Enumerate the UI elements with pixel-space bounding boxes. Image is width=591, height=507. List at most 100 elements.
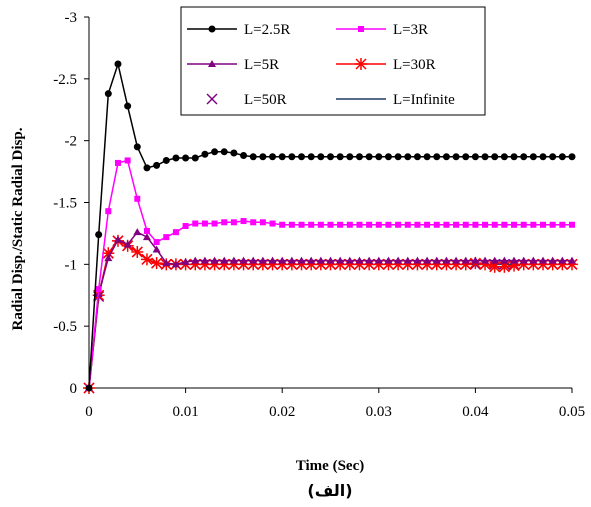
- legend-item: L=2.5R: [187, 22, 290, 38]
- data-point: [358, 26, 364, 32]
- series-l-5r: [85, 228, 576, 391]
- series-l-2.5r: [85, 60, 576, 392]
- data-point: [259, 219, 266, 226]
- data-point: [200, 256, 209, 264]
- legend: L=2.5R L=3R L=5R L=30R L=50R L=Infinite: [180, 6, 486, 116]
- data-point: [461, 256, 470, 264]
- data-point: [163, 234, 170, 241]
- data-point: [308, 221, 315, 228]
- x-tick-label: 0.05: [559, 404, 585, 420]
- data-point: [240, 152, 248, 160]
- data-point: [85, 384, 93, 392]
- data-point: [404, 221, 411, 228]
- y-tick-label: -3: [65, 10, 78, 26]
- data-point: [278, 153, 286, 161]
- data-point: [481, 256, 490, 264]
- figure-caption: (الف): [307, 481, 352, 500]
- data-point: [482, 221, 489, 228]
- data-point: [530, 221, 537, 228]
- data-point: [124, 102, 132, 110]
- data-point: [288, 221, 295, 228]
- series-line: [88, 159, 572, 389]
- data-point: [471, 256, 480, 264]
- data-point: [569, 221, 575, 228]
- y-tick-label: -0.5: [53, 319, 77, 335]
- data-point: [395, 221, 402, 228]
- x-axis-title: Time (Sec): [296, 458, 364, 474]
- data-point: [239, 256, 248, 264]
- data-point: [529, 256, 538, 264]
- data-point: [403, 256, 412, 264]
- data-point: [298, 221, 305, 228]
- data-point: [269, 153, 277, 161]
- data-point: [394, 256, 403, 264]
- data-point: [317, 221, 324, 228]
- data-point: [413, 153, 421, 161]
- data-point: [133, 228, 142, 236]
- data-point: [104, 254, 113, 262]
- y-tick-label: -1.5: [53, 196, 77, 212]
- data-point: [181, 257, 190, 265]
- data-point: [337, 221, 344, 228]
- data-point: [394, 153, 402, 161]
- y-tick-label: -1: [65, 257, 78, 273]
- y-axis-title: Radial Disp./Static Radial Disp.: [10, 127, 26, 330]
- data-point: [268, 256, 277, 264]
- data-point: [472, 221, 479, 228]
- data-point: [548, 256, 557, 264]
- data-point: [201, 150, 209, 158]
- data-point: [316, 256, 325, 264]
- data-point: [113, 235, 122, 243]
- data-point: [191, 256, 200, 264]
- data-point: [307, 256, 316, 264]
- data-point: [134, 195, 141, 202]
- data-point: [240, 218, 247, 225]
- data-point: [172, 154, 180, 162]
- data-point: [258, 256, 267, 264]
- data-point: [355, 153, 363, 161]
- data-point: [105, 208, 112, 215]
- data-point: [140, 253, 153, 266]
- series-layer: [83, 60, 578, 394]
- data-point: [375, 221, 382, 228]
- data-point: [230, 219, 237, 226]
- data-point: [220, 256, 229, 264]
- data-point: [404, 153, 412, 161]
- data-point: [510, 153, 518, 161]
- data-point: [317, 153, 325, 161]
- data-point: [471, 153, 479, 161]
- data-point: [549, 153, 557, 161]
- y-tick-label: -2: [65, 134, 78, 150]
- data-point: [346, 153, 354, 161]
- data-point: [220, 148, 228, 156]
- data-point: [432, 256, 441, 264]
- data-point: [249, 153, 257, 161]
- data-point: [501, 221, 508, 228]
- data-point: [500, 153, 508, 161]
- data-point: [211, 148, 219, 156]
- legend-label: L=Infinite: [393, 92, 455, 108]
- x-tick-label: 0.03: [366, 404, 392, 420]
- data-point: [208, 25, 216, 33]
- data-point: [171, 260, 180, 268]
- data-point: [208, 60, 216, 67]
- x-tick-label: 0.02: [269, 404, 295, 420]
- data-point: [279, 221, 286, 228]
- legend-box: [180, 6, 486, 116]
- data-point: [95, 231, 103, 239]
- data-point: [558, 153, 566, 161]
- data-point: [229, 256, 238, 264]
- data-point: [114, 60, 122, 68]
- data-point: [162, 156, 170, 164]
- data-point: [442, 153, 450, 161]
- data-point: [452, 256, 461, 264]
- data-point: [539, 256, 548, 264]
- data-point: [549, 221, 556, 228]
- data-point: [462, 221, 469, 228]
- data-point: [559, 221, 566, 228]
- data-point: [327, 153, 334, 161]
- data-point: [491, 221, 498, 228]
- data-point: [249, 256, 258, 264]
- legend-label: L=50R: [244, 92, 287, 108]
- data-point: [511, 221, 518, 228]
